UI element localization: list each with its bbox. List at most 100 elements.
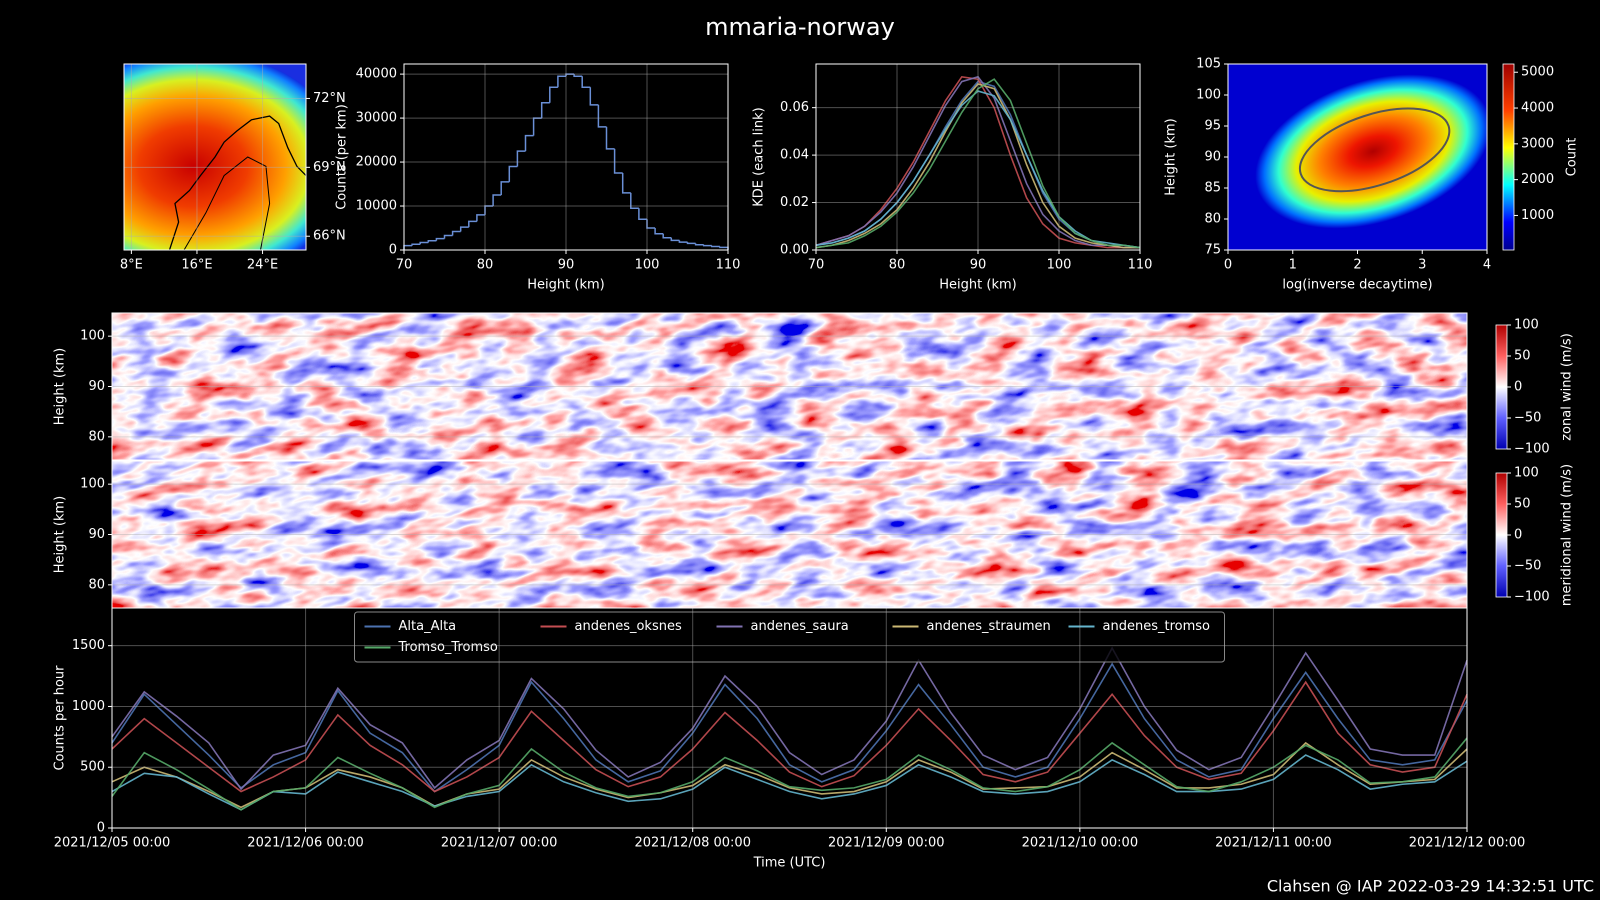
y-tick-label: 100 bbox=[80, 329, 105, 344]
y-tick-label: 72°N bbox=[313, 91, 346, 106]
coastline bbox=[168, 115, 306, 250]
legend-label: andenes_tromso bbox=[1103, 619, 1211, 634]
colorbar-tick-label: −50 bbox=[1514, 559, 1541, 574]
series-line bbox=[111, 662, 1468, 793]
legend-label: Alta_Alta bbox=[399, 619, 457, 634]
series-line bbox=[111, 754, 1468, 811]
legend-box bbox=[354, 611, 1225, 663]
y-tick-label: 40000 bbox=[356, 67, 397, 82]
y-tick-label: 500 bbox=[80, 760, 105, 775]
x-tick-label: 2021/12/08 00:00 bbox=[634, 836, 751, 851]
axes-frame bbox=[815, 63, 1141, 251]
histogram-step bbox=[630, 192, 639, 209]
x-tick-label: 16°E bbox=[181, 258, 212, 273]
axes-frame bbox=[123, 63, 307, 251]
density-blob bbox=[1255, 74, 1487, 229]
histogram-step bbox=[427, 240, 437, 243]
y-tick-label: 69°N bbox=[313, 160, 346, 175]
x-tick-label: 3 bbox=[1418, 258, 1426, 273]
y-tick-label: 80 bbox=[88, 577, 105, 592]
histogram-step bbox=[557, 75, 566, 88]
series-line bbox=[815, 83, 1140, 249]
histogram-step bbox=[638, 208, 647, 220]
histogram-step bbox=[508, 165, 518, 182]
y-tick-label: 85 bbox=[1204, 181, 1221, 196]
x-axis-label: Time (UTC) bbox=[753, 856, 826, 871]
y-axis-label: Height (km) bbox=[1164, 118, 1179, 195]
border bbox=[183, 156, 271, 250]
histogram-step bbox=[678, 240, 688, 243]
y-tick-label: 75 bbox=[1204, 243, 1221, 258]
colorbar-tick-label: 100 bbox=[1514, 466, 1539, 481]
y-tick-label: 30000 bbox=[356, 111, 397, 126]
x-axis-label: Height (km) bbox=[527, 278, 604, 293]
map-area bbox=[124, 64, 306, 250]
histogram-step bbox=[686, 242, 696, 245]
axes-frame bbox=[111, 607, 1468, 829]
density-area bbox=[1228, 64, 1487, 250]
x-tick-label: 2021/12/05 00:00 bbox=[54, 836, 171, 851]
wind-texture bbox=[112, 461, 1467, 608]
x-tick-label: 90 bbox=[970, 258, 987, 273]
y-tick-label: 95 bbox=[1204, 119, 1221, 134]
histogram-step bbox=[540, 101, 550, 119]
colorbar-tick-label: −100 bbox=[1514, 442, 1550, 457]
x-tick-label: 110 bbox=[716, 258, 741, 273]
y-tick-label: 90 bbox=[88, 527, 105, 542]
x-tick-label: 0 bbox=[1224, 258, 1232, 273]
x-tick-label: 2021/12/07 00:00 bbox=[441, 836, 558, 851]
histogram-step bbox=[719, 246, 729, 250]
x-axis-label: Height (km) bbox=[939, 278, 1016, 293]
y-tick-label: 80 bbox=[88, 429, 105, 444]
y-tick-label: 0.00 bbox=[780, 243, 809, 258]
histogram-step bbox=[492, 194, 502, 207]
x-axis-label: log(inverse decaytime) bbox=[1282, 278, 1432, 293]
histogram-step bbox=[500, 181, 510, 196]
colorbar-label: zonal wind (m/s) bbox=[1560, 333, 1575, 441]
series-line bbox=[111, 741, 1468, 809]
series-line bbox=[815, 75, 1140, 249]
y-tick-label: 90 bbox=[1204, 150, 1221, 165]
histogram-step bbox=[670, 237, 680, 242]
x-tick-label: 70 bbox=[808, 258, 825, 273]
colorbar-tick-label: 0 bbox=[1514, 380, 1522, 395]
legend-label: andenes_oksnes bbox=[575, 619, 682, 634]
colorbar-tick-label: 50 bbox=[1514, 497, 1531, 512]
histogram-step bbox=[581, 76, 591, 89]
legend-label: Tromso_Tromso bbox=[398, 640, 498, 655]
histogram-step bbox=[451, 230, 461, 236]
y-tick-label: 0 bbox=[97, 821, 105, 836]
y-tick-label: 105 bbox=[1196, 57, 1221, 72]
colorbar-tick-label: 2000 bbox=[1521, 172, 1554, 187]
histogram-step bbox=[702, 244, 712, 247]
y-tick-label: 10000 bbox=[356, 199, 397, 214]
y-tick-label: 1500 bbox=[72, 638, 105, 653]
histogram-step bbox=[613, 148, 623, 174]
histogram-step bbox=[646, 219, 656, 229]
y-tick-label: 0.04 bbox=[780, 148, 809, 163]
series-line bbox=[111, 680, 1468, 793]
colorbar-tick-label: −50 bbox=[1514, 411, 1541, 426]
colorbar-tick-label: 100 bbox=[1514, 318, 1539, 333]
histogram-step bbox=[694, 243, 704, 246]
histogram-step bbox=[711, 245, 720, 248]
colorbar-tick-label: 5000 bbox=[1521, 65, 1554, 80]
x-tick-label: 70 bbox=[396, 258, 413, 273]
x-tick-label: 100 bbox=[635, 258, 660, 273]
figure-title: mmaria-norway bbox=[705, 13, 895, 41]
histogram-step bbox=[621, 173, 631, 194]
y-axis-label: Counts (per km) bbox=[335, 104, 350, 210]
axes-frame bbox=[403, 63, 729, 251]
histogram-step bbox=[597, 104, 607, 128]
histogram-step bbox=[403, 244, 413, 250]
y-axis-label: Height (km) bbox=[53, 348, 68, 425]
y-axis-label: Counts per hour bbox=[53, 665, 68, 771]
x-tick-label: 2021/12/09 00:00 bbox=[828, 836, 945, 851]
histogram-step bbox=[411, 243, 421, 246]
axes-frame bbox=[111, 312, 1468, 461]
x-tick-label: 2021/12/12 00:00 bbox=[1409, 836, 1526, 851]
axes-frame bbox=[1227, 63, 1488, 251]
y-axis-label: KDE (each link) bbox=[752, 107, 767, 207]
histogram-step bbox=[565, 73, 575, 77]
